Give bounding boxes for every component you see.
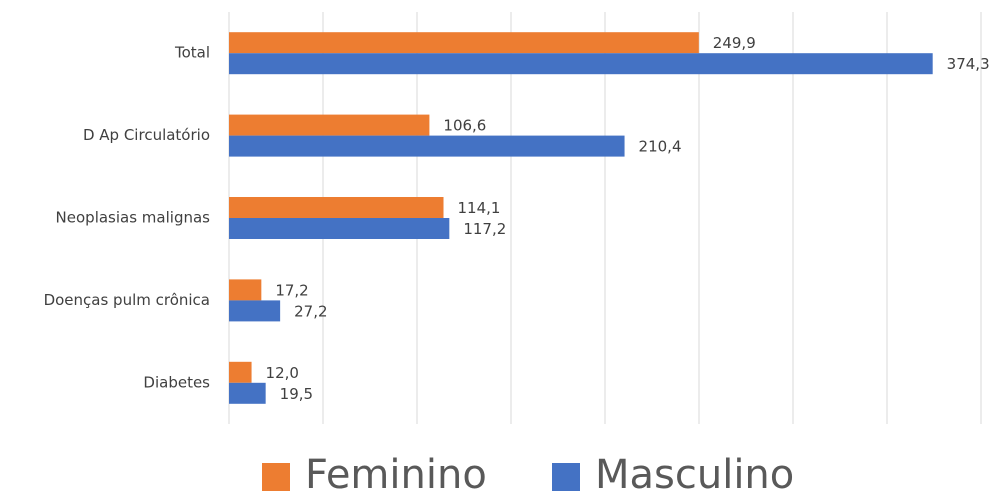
bar [229,53,933,75]
y-tick-label: Doenças pulm crônica [44,291,210,309]
y-tick-label: Diabetes [143,373,210,391]
data-label: 17,2 [275,281,308,299]
bar [229,135,625,157]
data-label: 106,6 [443,117,486,135]
bar [229,197,444,218]
bar [229,361,252,383]
y-tick-label: D Ap Circulatório [83,126,210,144]
data-label: 19,5 [280,385,313,403]
bar [229,32,699,54]
bar [229,218,450,239]
bar [229,114,430,136]
data-label: 374,3 [947,55,990,73]
data-label: 12,0 [266,364,299,382]
legend-label: Masculino [595,452,794,496]
y-tick-label: Neoplasias malignas [56,209,211,227]
legend-label: Feminino [305,452,487,496]
data-label: 114,1 [458,199,501,217]
legend-swatch [552,463,580,491]
data-label: 210,4 [639,138,682,156]
data-label: 117,2 [463,220,506,238]
data-label: 27,2 [294,302,327,320]
y-tick-label: Total [174,44,210,62]
data-label: 249,9 [713,34,756,52]
bar [229,279,262,301]
bar [229,382,266,404]
legend-swatch [262,463,290,491]
bar [229,300,281,322]
